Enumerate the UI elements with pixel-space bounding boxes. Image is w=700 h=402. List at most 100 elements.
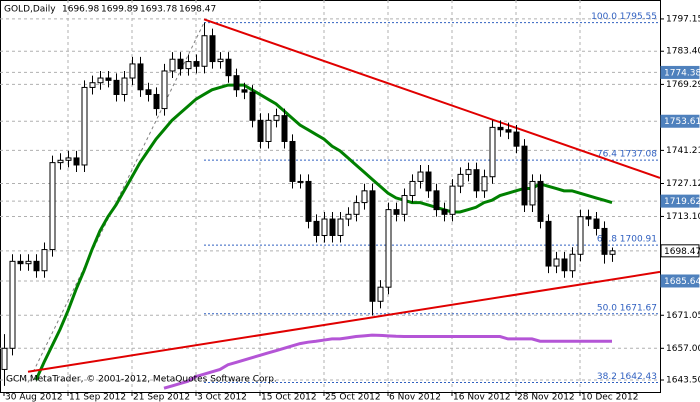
candle-body: [545, 220, 552, 267]
candle-body: [569, 253, 576, 272]
candle-body: [289, 140, 296, 182]
price-label: 1753.61: [664, 117, 700, 127]
footer: GCM MetaTrader, © 2001-2012, MetaQuotes …: [6, 375, 277, 385]
ohlc-close: 1698.47: [179, 5, 216, 15]
x-tick-label: 15 Oct 2012: [261, 393, 317, 402]
y-tick-label: 1727.12: [666, 179, 700, 189]
x-tick-label: 10 Dec 2012: [581, 393, 639, 402]
candle-body: [65, 157, 72, 161]
candle-body: [593, 218, 600, 229]
moving-average: [34, 83, 613, 381]
candle-body: [73, 157, 80, 166]
candle-body: [369, 190, 376, 302]
candle-body: [153, 93, 160, 110]
candle-body: [25, 260, 32, 265]
candle-body: [17, 260, 24, 265]
candle-body: [265, 119, 272, 142]
candle-body: [521, 145, 528, 206]
ohlc-high: 1699.89: [101, 5, 138, 15]
candle-body: [577, 216, 584, 255]
candle-body: [377, 286, 384, 302]
candle-body: [281, 115, 288, 142]
candle-body: [225, 58, 232, 77]
candle-body: [609, 250, 616, 255]
candle-body: [113, 79, 120, 95]
candle-body: [105, 77, 112, 81]
candle-body: [561, 258, 568, 272]
candle-body: [361, 190, 368, 204]
candle-body: [393, 209, 400, 215]
candle-body: [9, 260, 16, 349]
candle-body: [169, 58, 176, 72]
candle-body: [185, 61, 192, 70]
fibo-label: 50.0 1671.67: [597, 303, 657, 313]
price-label-box: [660, 65, 700, 79]
x-tick-label: 6 Nov 2012: [389, 393, 441, 402]
price-label: 1698.47: [664, 247, 700, 257]
price-label-box: [660, 244, 700, 258]
y-tick-label: 1783.40: [666, 47, 700, 57]
candle-body: [457, 173, 464, 187]
candle-body: [249, 91, 256, 121]
y-tick-label: 1741.21: [666, 146, 700, 156]
fibo-label: 100.0 1795.55: [591, 12, 657, 22]
price-label: 1774.38: [664, 68, 700, 78]
x-tick-label: 16 Nov 2012: [453, 393, 511, 402]
candle-body: [297, 180, 304, 183]
x-tick-label: 30 Aug 2012: [5, 393, 63, 402]
candle-body: [441, 209, 448, 215]
price-label-box: [660, 194, 700, 208]
plot-frame: [0, 0, 661, 393]
candle-body: [433, 190, 440, 211]
candle-body: [33, 260, 40, 272]
price-label: 1719.62: [664, 197, 700, 207]
candle-body: [321, 218, 328, 236]
candle-body: [497, 126, 504, 131]
candle-body: [529, 180, 536, 206]
candle-body: [329, 218, 336, 236]
price-label-box: [660, 114, 700, 128]
y-tick-label: 1797.15: [666, 14, 700, 24]
candle-body: [409, 180, 416, 197]
candle-body: [537, 180, 544, 222]
candle-body: [305, 180, 312, 222]
candle-body: [505, 129, 512, 133]
candle-body: [217, 58, 224, 63]
candle-body: [145, 89, 152, 95]
candle-body: [337, 218, 344, 236]
y-tick-label: 1769.29: [666, 80, 700, 90]
candle-body: [449, 185, 456, 215]
price-label-box: [660, 274, 700, 288]
y-tick-label: 1657.00: [666, 344, 700, 354]
y-tick-label: 1643.50: [666, 376, 700, 386]
trendline: [27, 270, 660, 373]
ohlc-open: 1696.98: [62, 5, 99, 15]
candle-body: [513, 131, 520, 147]
price-label: 1685.64: [664, 277, 700, 287]
y-tick-label: 1671.05: [666, 311, 700, 321]
candle-body: [273, 115, 280, 121]
candle-body: [193, 61, 200, 67]
fibo-label: 38.2 1642.43: [597, 372, 657, 382]
candle-body: [121, 77, 128, 95]
candle-body: [553, 258, 560, 267]
candle-body: [465, 169, 472, 175]
candle-body: [241, 89, 248, 93]
x-tick-label: 21 Sep 2012: [133, 393, 190, 402]
candle-body: [49, 162, 56, 251]
candle-body: [481, 176, 488, 192]
candle-body: [353, 202, 360, 215]
candle-body: [97, 77, 104, 84]
candle-body: [57, 159, 64, 164]
trendline: [203, 18, 660, 179]
candle-body: [489, 126, 496, 178]
candle-body: [161, 70, 168, 110]
ohlc-low: 1693.78: [140, 5, 177, 15]
candle-body: [473, 169, 480, 192]
candle-body: [425, 171, 432, 192]
candle-body: [417, 171, 424, 182]
candle-body: [385, 209, 392, 288]
candle-body: [233, 75, 240, 91]
x-tick-label: 3 Oct 2012: [197, 393, 247, 402]
